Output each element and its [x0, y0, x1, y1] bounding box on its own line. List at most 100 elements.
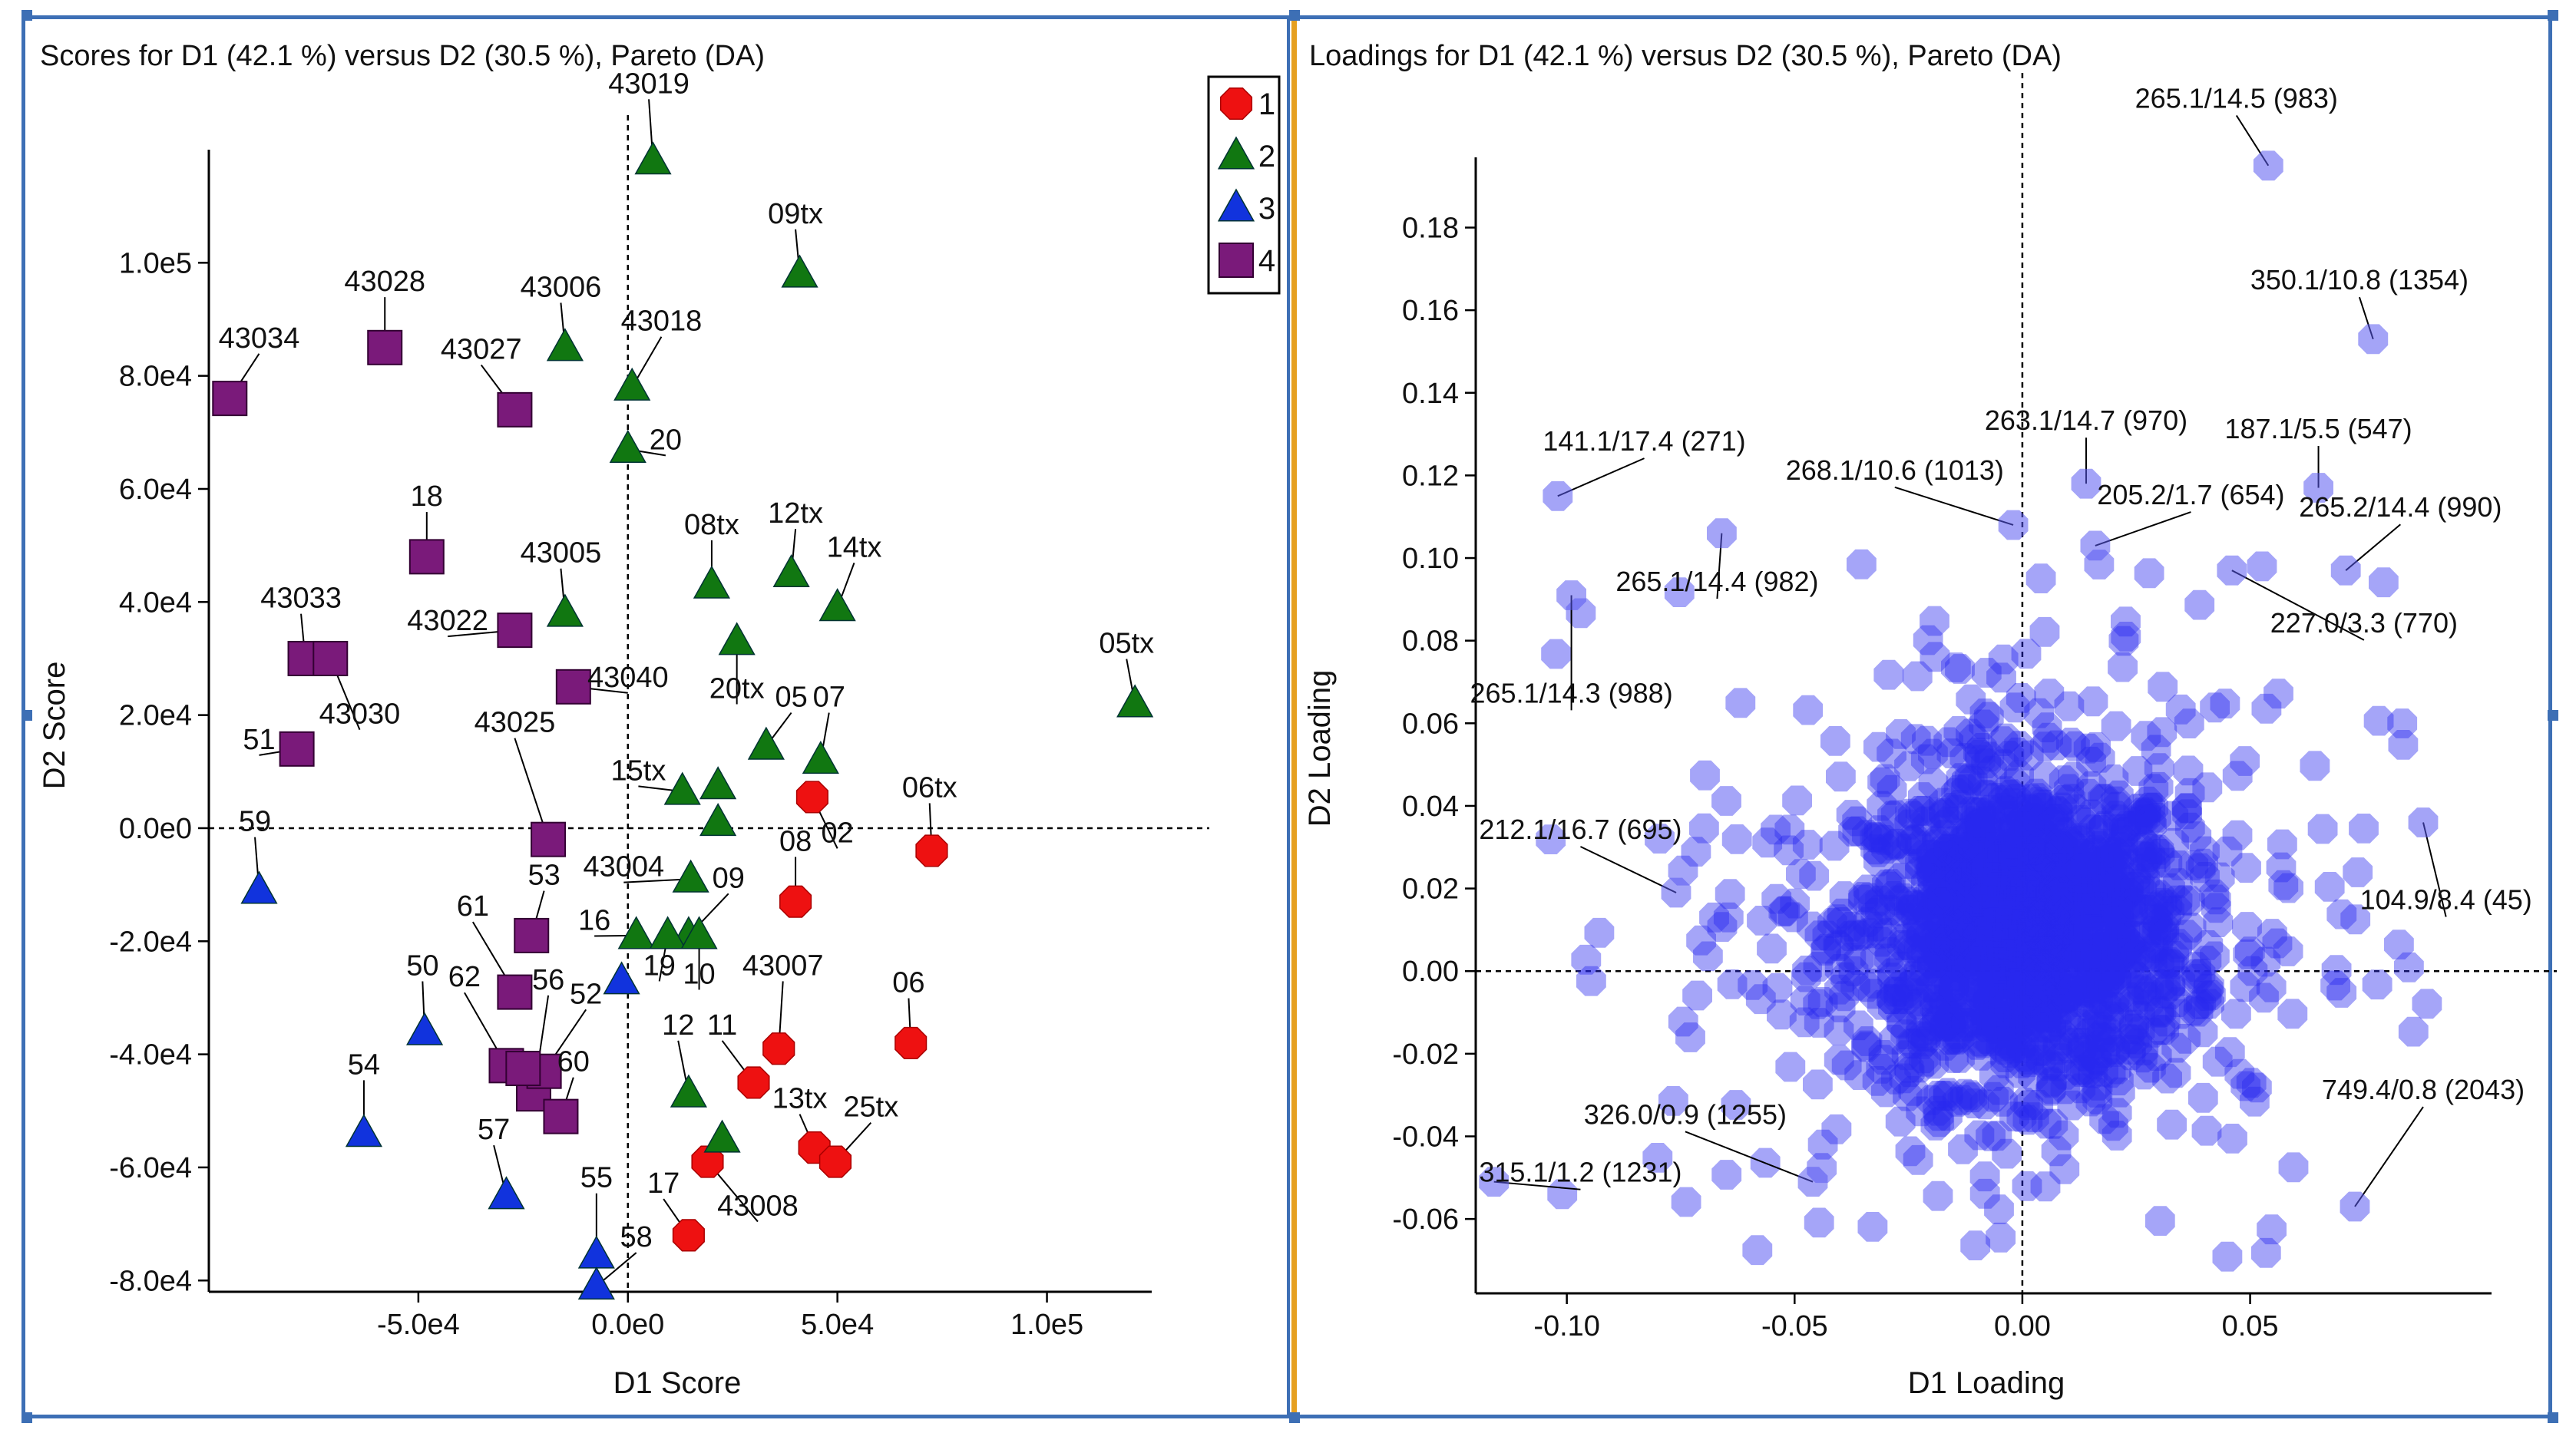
loadings-point — [2029, 731, 2060, 761]
loadings-point — [2152, 890, 2183, 920]
loadings-point — [1973, 780, 2002, 811]
scores-point — [546, 593, 584, 627]
loadings-point — [1675, 1022, 1705, 1052]
loadings-point — [1982, 840, 2012, 870]
loadings-point — [1989, 749, 2019, 780]
loadings-point — [1983, 839, 2014, 870]
loadings-point — [1852, 820, 1882, 850]
loadings-point — [2141, 802, 2171, 833]
resize-handle-bottom-left[interactable] — [21, 1412, 32, 1423]
loadings-point — [2039, 854, 2068, 883]
loadings-point — [2151, 902, 2181, 933]
loadings-point — [2187, 1082, 2218, 1113]
loadings-point — [1889, 980, 1920, 1010]
loadings-point — [1924, 940, 1955, 971]
resize-handle-left-mid[interactable] — [21, 710, 32, 721]
loadings-point — [1966, 951, 1996, 982]
loadings-point — [2027, 887, 2058, 917]
loadings-point — [2125, 1015, 2155, 1046]
loadings-point — [2035, 961, 2066, 992]
loadings-point — [2069, 854, 2099, 884]
loadings-point — [2155, 873, 2185, 903]
loadings-point — [2032, 712, 2062, 743]
loadings-point — [1838, 817, 1868, 847]
loadings-point — [1939, 826, 1969, 857]
loadings-point — [2158, 949, 2188, 980]
loadings-point — [2035, 901, 2066, 932]
scores-point-label: 53 — [527, 860, 560, 892]
loadings-point — [1894, 1057, 1925, 1088]
scores-point — [634, 141, 672, 175]
panel-splitter[interactable] — [1291, 15, 1297, 1418]
scores-point — [408, 539, 445, 575]
loadings-point — [2006, 989, 2036, 1019]
loadings-point — [1949, 894, 1980, 925]
loadings-point — [2114, 1024, 2144, 1055]
loadings-point — [1682, 980, 1712, 1011]
loadings-point — [2028, 828, 2058, 858]
scores-y-tick-label: -2.0e4 — [109, 926, 192, 958]
loadings-point — [2038, 1108, 2068, 1139]
loadings-point — [2004, 906, 2034, 936]
loadings-point — [1860, 834, 1890, 865]
resize-handle-bottom-mid[interactable] — [1289, 1412, 1300, 1423]
loadings-point — [1929, 788, 1959, 818]
loadings-point — [2015, 873, 2045, 904]
loadings-point — [1913, 880, 1943, 911]
loadings-point — [2131, 982, 2161, 1012]
loadings-point — [1992, 1138, 2022, 1169]
resize-handle-top-left[interactable] — [21, 10, 32, 21]
loadings-point — [2002, 944, 2032, 975]
loadings-point — [1941, 945, 1972, 976]
resize-handle-right-mid[interactable] — [2548, 710, 2558, 721]
loadings-point — [1757, 933, 1787, 964]
loadings-point — [2085, 1021, 2115, 1052]
loadings-point — [2063, 872, 2093, 902]
loadings-point — [2002, 847, 2032, 877]
resize-handle-bottom-right[interactable] — [2548, 1412, 2558, 1423]
loadings-point — [2082, 885, 2112, 915]
loadings-point — [2050, 939, 2081, 970]
loadings-point — [1982, 894, 2013, 924]
loadings-point — [1956, 820, 1986, 850]
resize-handle-top-mid[interactable] — [1289, 10, 1300, 21]
scores-point-label: 43022 — [407, 605, 488, 637]
resize-handle-top-right[interactable] — [2548, 10, 2558, 21]
loadings-point — [2185, 959, 2216, 989]
loadings-point — [2108, 908, 2138, 938]
loadings-point — [1924, 1107, 1955, 1138]
loadings-point — [1956, 903, 1986, 934]
loadings-point — [1989, 959, 2019, 990]
loadings-point — [2100, 837, 2131, 867]
loadings-point — [2101, 711, 2131, 741]
loadings-point — [1992, 969, 2023, 1000]
scores-point — [649, 916, 686, 949]
loadings-point — [2105, 913, 2135, 944]
loadings-point — [1913, 901, 1944, 931]
loadings-point — [2096, 942, 2127, 972]
loadings-point — [2055, 827, 2085, 857]
loadings-point — [2000, 1019, 2031, 1049]
loadings-point — [1862, 911, 1893, 942]
loadings-point — [2047, 915, 2078, 946]
loadings-point — [1930, 820, 1959, 850]
loadings-point — [2231, 853, 2261, 883]
loadings-point — [1987, 875, 2018, 906]
loadings-point — [2082, 1085, 2113, 1114]
loadings-point — [2041, 853, 2072, 883]
loadings-point — [2098, 1111, 2128, 1141]
loadings-point — [2101, 936, 2131, 967]
loadings-point — [1959, 913, 1989, 944]
loadings-point — [2047, 832, 2078, 862]
loadings-point — [2138, 792, 2169, 823]
loadings-x-axis-label: D1 Loading — [1908, 1366, 2065, 1400]
loadings-labeled-point — [1479, 1167, 1510, 1197]
loadings-point — [1979, 952, 2009, 982]
loadings-point — [1989, 1042, 2020, 1072]
loadings-point — [2026, 1036, 2056, 1066]
loadings-point — [2015, 831, 2045, 862]
loadings-point — [1982, 836, 2012, 867]
loadings-point — [1536, 824, 1566, 854]
loadings-point — [1959, 866, 1989, 897]
loadings-point — [1992, 898, 2022, 929]
